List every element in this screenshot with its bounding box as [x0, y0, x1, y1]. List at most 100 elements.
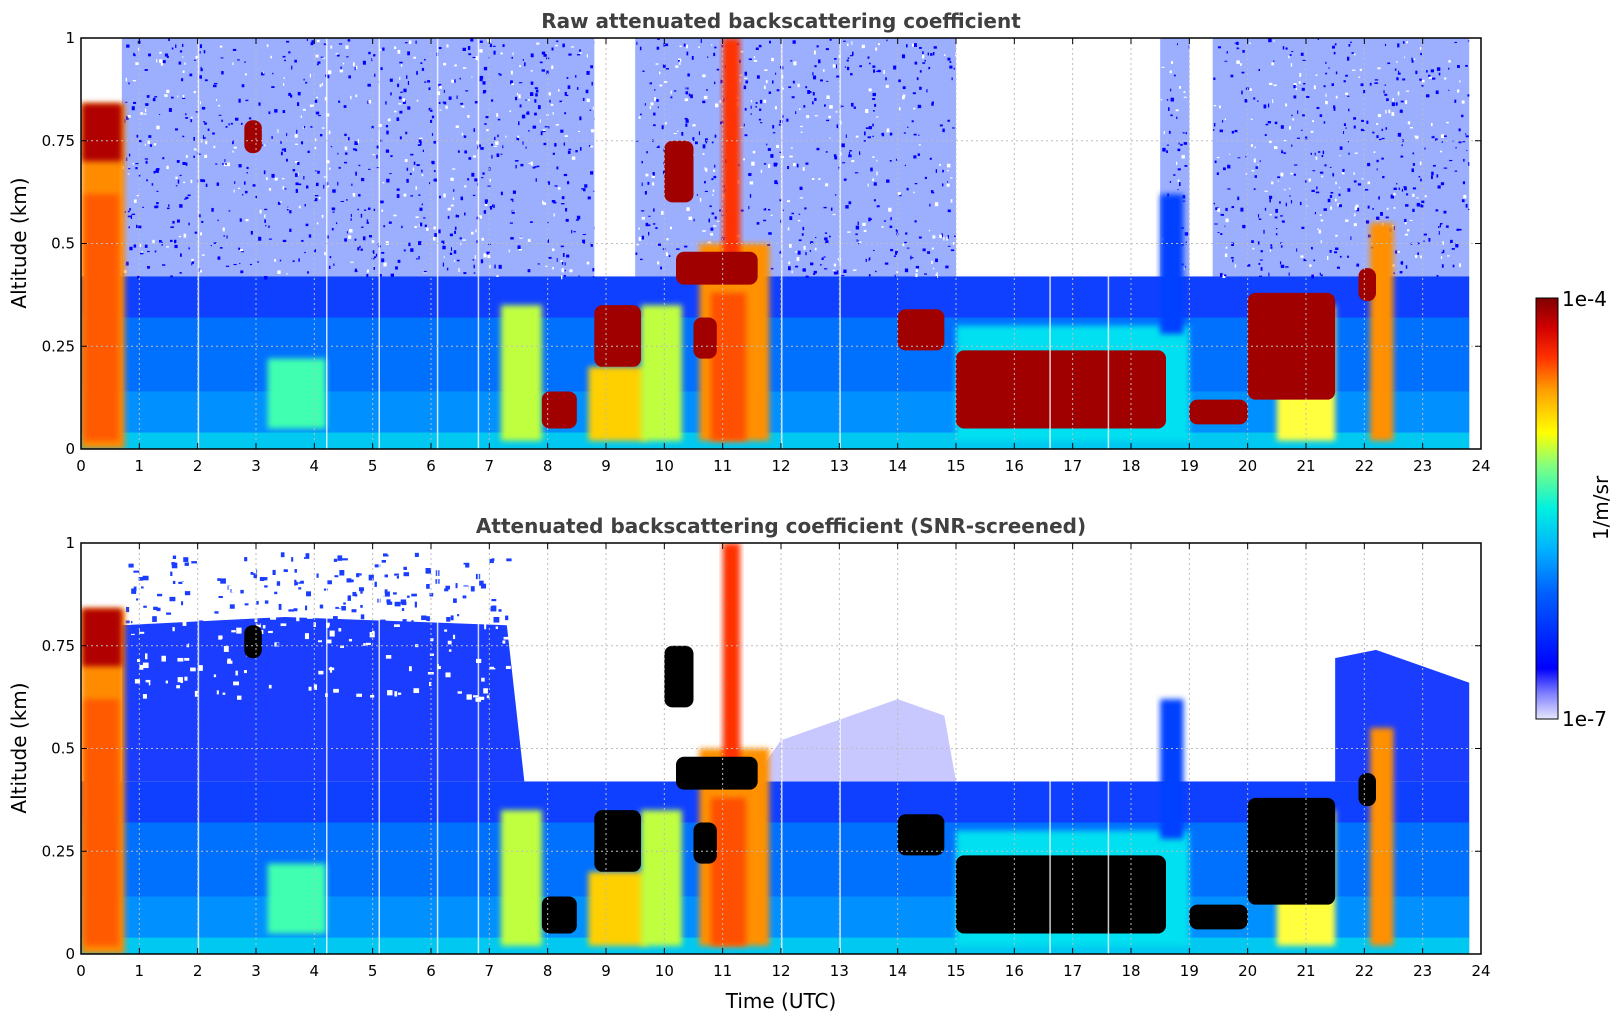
noise-dot	[378, 123, 382, 128]
noise-dot	[1257, 100, 1259, 102]
noise-dot	[1354, 152, 1358, 154]
noise-dot	[691, 55, 694, 60]
screened-dot	[506, 558, 512, 562]
screened-dot	[134, 671, 138, 674]
x-tick-label: 17	[1063, 457, 1082, 475]
noise-dot	[702, 153, 705, 155]
noise-dot	[749, 181, 754, 185]
noise-dot	[1454, 41, 1457, 44]
noise-dot	[492, 45, 496, 47]
noise-dot	[344, 161, 348, 164]
noise-dot	[1315, 156, 1318, 160]
noise-dot	[1373, 151, 1376, 154]
noise-dot	[1438, 231, 1440, 235]
noise-dot	[855, 135, 859, 138]
screened-dot	[288, 609, 294, 612]
noise-dot	[407, 51, 410, 56]
noise-dot	[416, 71, 418, 75]
noise-dot	[191, 262, 193, 266]
noise-dot	[917, 153, 920, 156]
noise-dot	[1253, 188, 1256, 191]
noise-dot	[1231, 206, 1235, 209]
cloud-base	[594, 305, 641, 367]
noise-dot	[763, 219, 767, 222]
noise-dot	[448, 96, 452, 100]
colorbar-gradient	[1535, 297, 1559, 720]
screened-dot	[142, 694, 147, 699]
noise-dot	[641, 210, 645, 212]
noise-dot	[1353, 117, 1357, 120]
noise-dot	[166, 55, 169, 58]
noise-dot	[917, 104, 922, 109]
screened-dot	[181, 601, 184, 606]
noise-dot	[1296, 137, 1301, 139]
screened-dot	[219, 652, 222, 659]
noise-dot	[445, 105, 448, 109]
noise-dot	[456, 95, 458, 100]
noise-dot	[314, 249, 316, 253]
noise-dot	[639, 46, 642, 51]
noise-dot	[1330, 191, 1334, 194]
screened-dot	[186, 667, 191, 670]
noise-dot	[807, 90, 810, 94]
noise-dot	[951, 77, 953, 81]
noise-dot	[1436, 67, 1441, 71]
noise-dot	[417, 144, 421, 146]
screened-dot	[178, 581, 183, 585]
noise-dot	[906, 187, 909, 191]
screened-dot	[387, 681, 391, 687]
noise-dot	[1301, 87, 1305, 91]
screened-dot	[216, 690, 219, 695]
noise-dot	[1252, 247, 1255, 250]
noise-dot	[889, 132, 893, 136]
noise-dot	[1428, 237, 1431, 242]
screened-dot	[480, 583, 487, 589]
screened-dot	[218, 595, 223, 599]
noise-dot	[147, 140, 150, 145]
screened-dot	[259, 576, 265, 582]
noise-dot	[665, 68, 669, 70]
noise-dot	[1343, 80, 1346, 83]
noise-dot	[641, 235, 645, 240]
noise-dot	[932, 267, 935, 270]
noise-dot	[845, 205, 849, 209]
noise-dot	[264, 208, 268, 211]
screened-dot	[176, 685, 181, 689]
noise-dot	[855, 233, 858, 236]
noise-dot	[644, 191, 647, 195]
noise-dot	[756, 75, 760, 79]
noise-dot	[1258, 218, 1262, 220]
screened-dot	[384, 574, 389, 578]
noise-dot	[149, 144, 152, 147]
noise-dot	[383, 225, 386, 228]
noise-dot	[177, 179, 180, 184]
noise-dot	[405, 131, 408, 135]
screened-dot	[222, 692, 226, 695]
noise-dot	[1339, 146, 1343, 150]
screened-dot	[369, 669, 376, 672]
screened-dot	[171, 562, 178, 569]
noise-dot	[456, 214, 458, 217]
noise-dot	[850, 55, 853, 57]
noise-dot	[518, 94, 521, 99]
noise-dot	[552, 266, 554, 270]
noise-dot	[547, 221, 549, 224]
noise-dot	[306, 38, 308, 41]
noise-dot	[412, 167, 414, 172]
noise-dot	[865, 127, 869, 130]
noise-dot	[1381, 137, 1385, 140]
noise-dot	[1454, 99, 1457, 103]
noise-dot	[931, 102, 934, 106]
screened-dot	[166, 560, 171, 567]
noise-dot	[872, 65, 876, 68]
noise-dot	[714, 46, 717, 49]
noise-dot	[802, 268, 806, 272]
screened-dot	[426, 616, 430, 622]
noise-dot	[1178, 142, 1180, 145]
noise-dot	[847, 57, 850, 59]
noise-dot	[915, 265, 920, 269]
screened-dot	[283, 569, 288, 573]
noise-dot	[400, 91, 403, 93]
screened-dot	[502, 640, 506, 644]
cloud-base	[1358, 773, 1376, 807]
